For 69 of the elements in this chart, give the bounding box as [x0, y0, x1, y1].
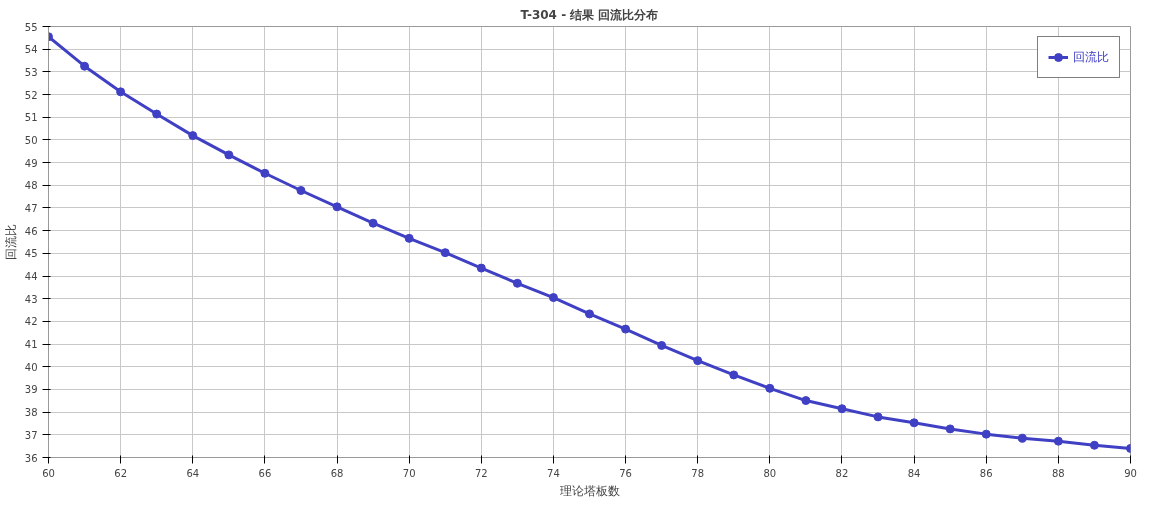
point	[945, 424, 955, 434]
x-tick-label: 60	[42, 467, 55, 479]
point	[765, 383, 775, 393]
x-axis-title: 理论塔板数	[559, 483, 620, 498]
point	[188, 131, 198, 141]
y-tick-label: 43	[24, 293, 38, 305]
point	[1017, 433, 1027, 443]
x-tick-label: 78	[691, 467, 705, 479]
point	[548, 293, 558, 303]
point	[260, 168, 270, 178]
y-tick-label: 42	[24, 316, 38, 328]
x-tick-label: 74	[547, 467, 560, 479]
legend-label: 回流比	[1073, 48, 1109, 66]
point	[476, 263, 486, 273]
point	[224, 150, 234, 160]
point	[404, 233, 414, 243]
x-tick-label: 66	[258, 467, 272, 479]
y-tick-label: 36	[24, 452, 38, 464]
x-tick-label: 70	[402, 467, 416, 479]
point	[368, 218, 378, 228]
y-tick-label: 46	[24, 225, 38, 237]
point	[1089, 440, 1099, 450]
point	[729, 370, 739, 380]
y-tick-label: 47	[24, 202, 38, 214]
y-tick-label: 54	[24, 44, 38, 56]
point	[657, 340, 667, 350]
x-tick-label: 76	[619, 467, 632, 479]
y-tick-label: 37	[24, 429, 38, 441]
x-tick-label: 62	[114, 467, 128, 479]
point	[873, 412, 883, 422]
x-tick-label: 64	[186, 467, 200, 479]
y-tick-label: 49	[24, 157, 38, 169]
point	[80, 61, 90, 71]
y-tick-label: 38	[24, 407, 38, 419]
point	[837, 404, 847, 414]
x-tick-label: 86	[979, 467, 993, 479]
chart-title: T-304 - 结果 回流比分布	[520, 7, 659, 22]
x-tick-label: 82	[835, 467, 849, 479]
y-tick-label: 44	[24, 271, 38, 283]
y-tick-label: 48	[24, 180, 38, 192]
point	[152, 109, 162, 119]
y-axis-title: 回流比	[3, 224, 18, 260]
point	[296, 186, 306, 195]
x-tick-label: 84	[907, 467, 921, 479]
y-tick-label: 55	[24, 21, 38, 33]
y-tick-label: 52	[24, 89, 38, 101]
point	[585, 309, 594, 319]
point	[512, 278, 522, 288]
point	[1053, 436, 1063, 446]
point	[801, 396, 811, 406]
x-tick-label: 80	[763, 467, 777, 479]
point	[909, 418, 919, 428]
x-tick-label: 72	[474, 467, 488, 479]
y-tick-label: 50	[24, 134, 38, 146]
y-tick-label: 40	[24, 361, 38, 373]
point	[621, 324, 631, 334]
y-tick-label: 41	[24, 339, 38, 351]
y-tick-label: 45	[24, 248, 38, 260]
point	[981, 429, 991, 439]
point	[332, 202, 342, 212]
point	[116, 87, 126, 97]
y-tick-label: 53	[24, 66, 38, 78]
point	[693, 356, 703, 366]
y-tick-label: 51	[24, 112, 38, 124]
point	[440, 248, 450, 258]
y-tick-label: 39	[24, 384, 38, 396]
x-tick-label: 68	[330, 467, 344, 479]
x-tick-label: 88	[1052, 467, 1065, 479]
x-tick-label: 90	[1124, 467, 1137, 479]
